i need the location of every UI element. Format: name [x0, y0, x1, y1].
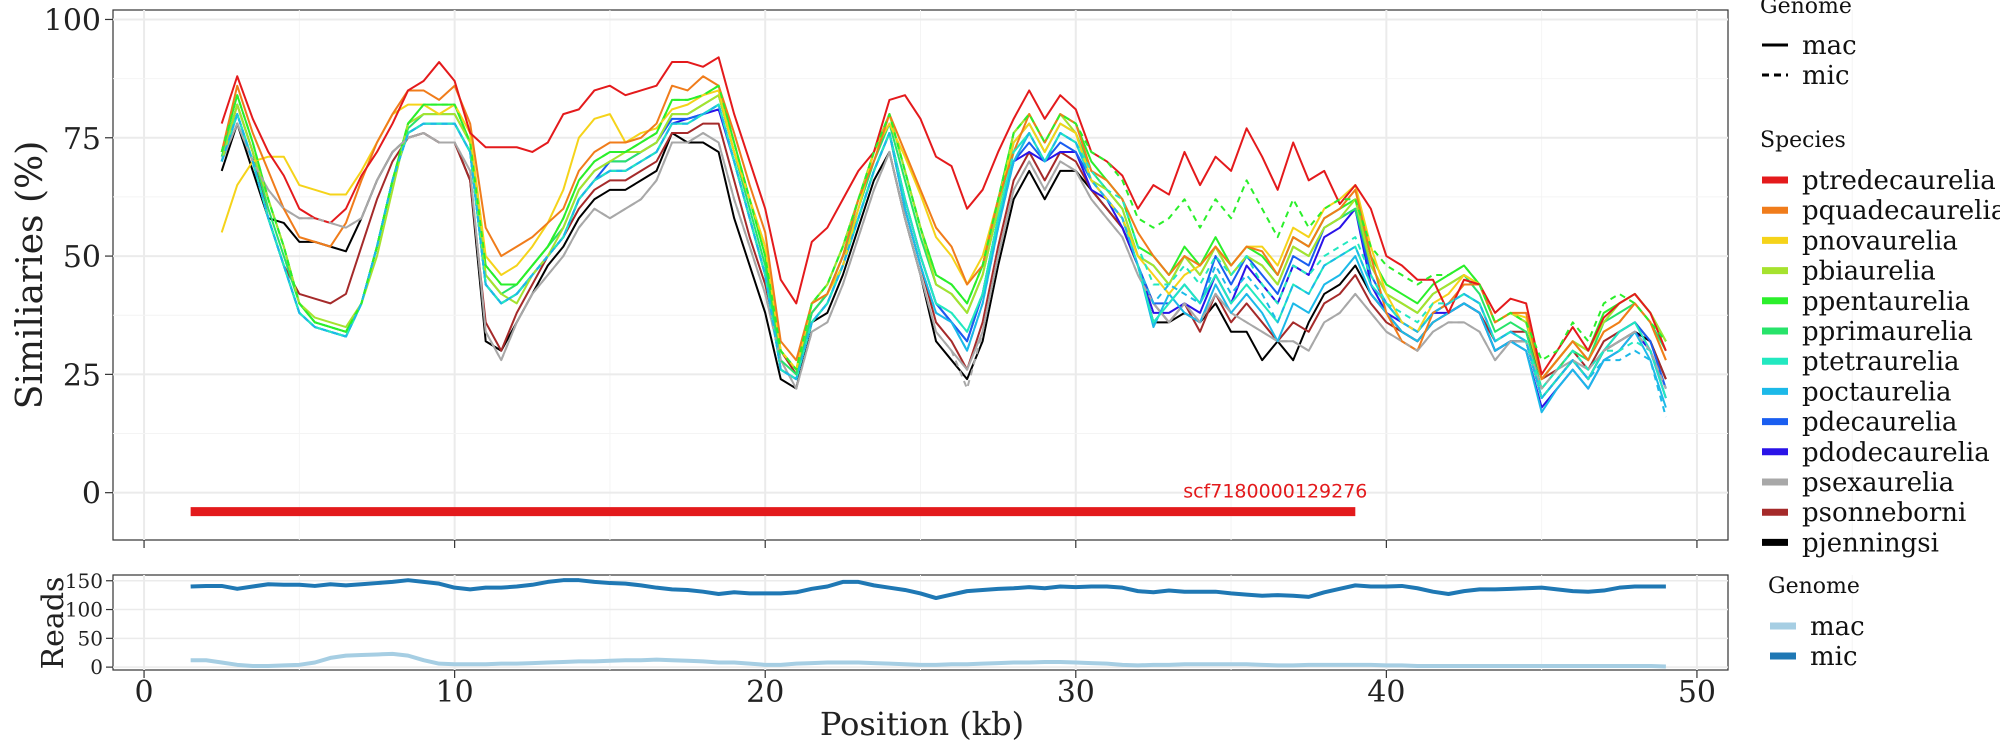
- legend-label-pbiaurelia: pbiaurelia: [1802, 257, 1936, 287]
- legend-label-pjenningsi: pjenningsi: [1802, 528, 1939, 558]
- x-tick-label: 10: [436, 675, 474, 710]
- legend-label-pprimaurelia: pprimaurelia: [1802, 317, 1973, 347]
- legend-label-pnovaurelia: pnovaurelia: [1802, 226, 1958, 256]
- y-tick-label: 25: [63, 358, 101, 393]
- legend-species: Species ptredecaureliapquadecaureliapnova…: [1760, 128, 2000, 558]
- x-tick-label: 0: [135, 675, 154, 710]
- legend-title: Genome: [1768, 574, 1860, 599]
- legend-label-mac: mac: [1810, 612, 1865, 642]
- legend-label-psexaurelia: psexaurelia: [1802, 468, 1954, 498]
- x-tick-label: 20: [746, 675, 784, 710]
- legend-label-mac: mac: [1802, 31, 1857, 61]
- reads-y-axis-label: Reads: [36, 577, 71, 670]
- x-tick-label: 30: [1057, 675, 1095, 710]
- legend-label-ppentaurelia: ppentaurelia: [1802, 287, 1970, 317]
- legend-label-pquadecaurelia: pquadecaurelia: [1802, 196, 2000, 226]
- series-line-ptetraurelia-mic: [220, 103, 1667, 399]
- legend-label-ptredecaurelia: ptredecaurelia: [1802, 166, 1996, 196]
- x-tick-label: 40: [1367, 675, 1405, 710]
- y-tick-label: 75: [63, 122, 101, 157]
- legend-label-pdodecaurelia: pdodecaurelia: [1802, 438, 1990, 468]
- reads-line-mic: [190, 578, 1666, 601]
- series-line-ppentaurelia-mic: [220, 84, 1667, 371]
- y-tick-label: 50: [78, 626, 103, 650]
- x-axis-label: Position (kb): [820, 705, 1024, 743]
- series-line-pnovaurelia-mac: [220, 89, 1667, 381]
- series-line-psexaurelia-mic: [220, 122, 1667, 390]
- y-tick-label: 150: [65, 569, 103, 593]
- similarity-lines: [220, 56, 1667, 418]
- similarity-y-axis-label: Similiaries (%): [10, 141, 51, 410]
- y-tick-label: 100: [65, 598, 103, 622]
- legend-label-pdecaurelia: pdecaurelia: [1802, 408, 1957, 438]
- reads-axes: 0 50 100 150 0 10 20 30 40 50: [65, 569, 1716, 710]
- legend-label-poctaurelia: poctaurelia: [1802, 377, 1952, 407]
- y-tick-label: 100: [44, 3, 101, 38]
- reads-line-mac: [190, 651, 1666, 669]
- y-tick-label: 0: [90, 655, 103, 679]
- y-tick-label: 0: [82, 477, 101, 512]
- reads-lines: [190, 578, 1666, 669]
- legend-label-psonneborni: psonneborni: [1802, 498, 1966, 528]
- series-line-poctaurelia-mic: [220, 103, 1667, 418]
- y-tick-label: 50: [63, 240, 101, 275]
- legend-title: Species: [1760, 128, 1846, 153]
- legend-label-ptetraurelia: ptetraurelia: [1802, 347, 1960, 377]
- legend-label-mic: mic: [1802, 61, 1850, 91]
- scaffold-annotation: scf7180000129276: [1183, 481, 1367, 503]
- series-line-ptredecaurelia-mac: [220, 56, 1667, 376]
- series-line-pbiaurelia-mac: [220, 94, 1667, 381]
- x-tick-label: 50: [1678, 675, 1716, 710]
- legend-title: Genome: [1760, 0, 1852, 19]
- legend-label-mic: mic: [1810, 642, 1858, 672]
- similarity-y-axis: 0 25 50 75 100: [44, 3, 1698, 548]
